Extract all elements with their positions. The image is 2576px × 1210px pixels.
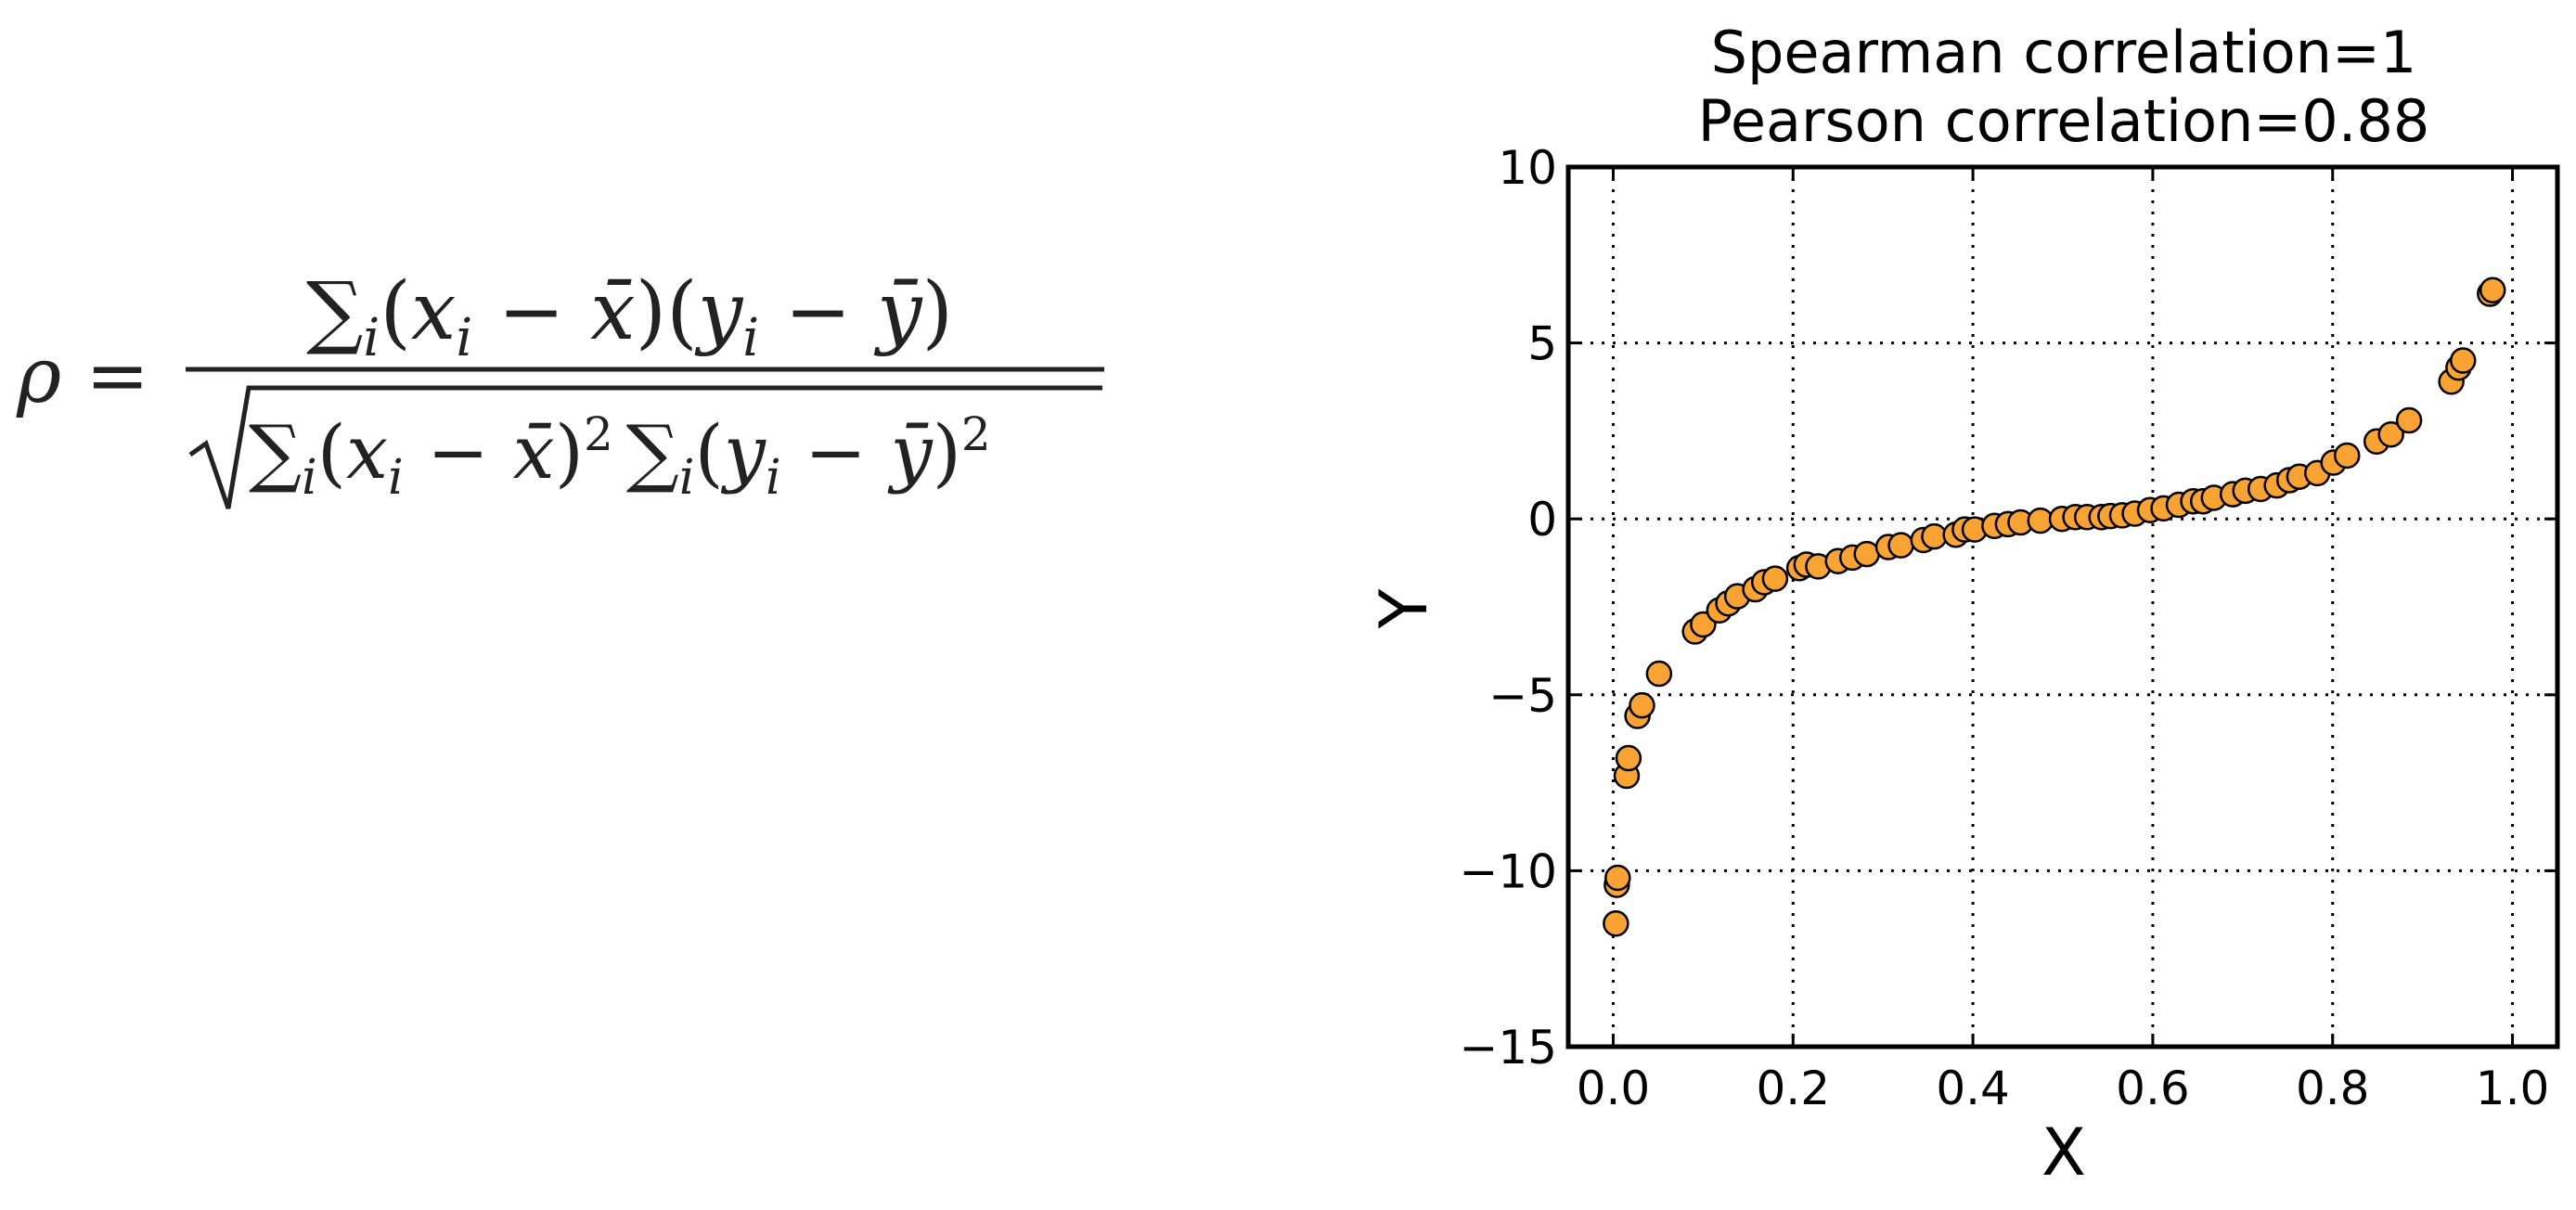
formula-paren: ( (380, 265, 411, 358)
y-tick-label: 10 (1498, 141, 1557, 195)
x-tick-label: 0.6 (2116, 1062, 2190, 1115)
x-axis-label: X (2041, 1114, 2086, 1191)
formula-paren: )( (636, 265, 698, 358)
formula-xbar: x̄ (590, 265, 636, 358)
y-tick-label: −10 (1459, 844, 1557, 898)
data-point (2027, 507, 2054, 534)
data-point (1887, 532, 1914, 559)
data-point (1603, 910, 1629, 937)
formula-sum-symbol: ∑ (306, 265, 363, 358)
data-point (1921, 522, 1948, 550)
data-point (2377, 420, 2404, 448)
data-point (2333, 442, 2361, 470)
formula-x-index: i (456, 308, 472, 368)
formula-numerator: ∑i(xi − x̄)(yi − ȳ) (306, 265, 953, 368)
x-tick-label: 1.0 (2476, 1062, 2550, 1115)
plot-frame (1565, 164, 2560, 1049)
data-point (1629, 691, 1655, 719)
chart-title: Spearman correlation=1 Pearson correlati… (1698, 19, 2430, 155)
data-point (1761, 565, 1789, 592)
formula-ybar: ȳ (873, 265, 923, 358)
data-point (2449, 347, 2477, 374)
formula-x-index: i (388, 450, 404, 506)
formula-exponent: 2 (584, 407, 613, 461)
formula-minus: − (404, 409, 513, 496)
formula-xbar: x̄ (513, 409, 555, 496)
formula-minus: − (781, 409, 891, 496)
x-tick-label: 0.4 (1936, 1062, 2010, 1115)
formula-paren: ) (922, 265, 954, 358)
formula-lhs: ρ = (16, 332, 149, 420)
data-point (2479, 277, 2506, 303)
y-tick-label: 5 (1527, 317, 1557, 371)
formula-denominator: ∑i(xi − x̄)2 ∑i(yi − ȳ)2 (249, 407, 991, 506)
y-tick-label: 0 (1527, 493, 1557, 547)
axis-ticks: 0.0 0.2 0.4 0.6 0.8 1.0 10 5 0 −5 −10 −15 (1459, 141, 2557, 1115)
y-axis-label: Y (1366, 588, 1442, 629)
formula-minus: − (472, 265, 590, 358)
formula-paren: ( (695, 409, 724, 496)
formula-sum-index: i (679, 450, 695, 506)
x-tick-label: 0.8 (2296, 1062, 2370, 1115)
formula-sum-symbol: ∑ (626, 409, 679, 496)
pearson-formula: ρ = ∑i(xi − x̄)(yi − ȳ) ∑i(xi − x̄)2 ∑i(y… (16, 265, 1104, 509)
formula-y: y (694, 265, 744, 358)
data-point (1604, 864, 1631, 892)
formula-minus: − (759, 265, 877, 358)
x-tick-label: 0.2 (1757, 1062, 1831, 1115)
chart-title-line-2: Pearson correlation=0.88 (1698, 87, 2430, 155)
formula-y-index: i (742, 308, 759, 368)
y-tick-label: −5 (1488, 669, 1557, 723)
formula-y: y (721, 409, 767, 496)
formula-paren: ) (555, 409, 584, 496)
y-tick-label: −15 (1459, 1021, 1557, 1075)
formula-sum-index: i (363, 308, 380, 368)
formula-x: x (411, 265, 457, 358)
formula-paren: ) (933, 409, 961, 496)
formula-radical (188, 385, 1102, 509)
formula-paren: ( (317, 409, 346, 496)
data-point (1645, 660, 1673, 688)
formula-sum-index: i (302, 450, 317, 506)
formula-ybar: ȳ (887, 409, 934, 496)
formula-x: x (346, 409, 388, 496)
data-point (1615, 744, 1642, 772)
chart-title-line-1: Spearman correlation=1 (1711, 19, 2417, 86)
formula-exponent: 2 (961, 407, 991, 461)
formula-y-index: i (766, 450, 781, 506)
formula-sum-symbol: ∑ (249, 409, 302, 496)
x-tick-label: 0.0 (1577, 1062, 1651, 1115)
data-points (1603, 277, 2506, 937)
data-point (2395, 406, 2423, 434)
